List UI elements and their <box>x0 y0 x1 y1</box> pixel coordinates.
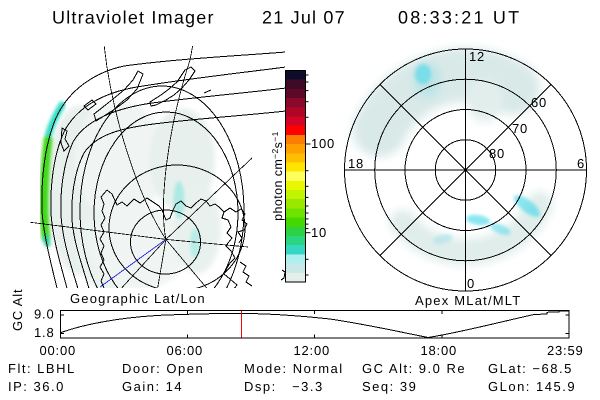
svg-text:Dsp: −3.3: Dsp: −3.3 <box>244 379 324 394</box>
svg-text:IP: 36.0: IP: 36.0 <box>8 379 65 394</box>
svg-text:GLat: −68.5: GLat: −68.5 <box>488 361 573 376</box>
svg-text:0: 0 <box>467 276 475 291</box>
svg-text:photon cm−2s−1: photon cm−2s−1 <box>270 131 285 221</box>
svg-text:1.8: 1.8 <box>34 325 54 340</box>
svg-text:GC Alt: GC Alt <box>10 289 25 331</box>
svg-text:Geographic Lat/Lon: Geographic Lat/Lon <box>70 291 206 306</box>
svg-text:60: 60 <box>531 95 547 110</box>
svg-text:70: 70 <box>512 121 528 136</box>
svg-text:Gain: 14: Gain: 14 <box>122 379 183 394</box>
svg-text:00:00: 00:00 <box>40 343 77 358</box>
svg-text:Flt: LBHL: Flt: LBHL <box>8 361 76 376</box>
svg-text:80: 80 <box>489 146 505 161</box>
svg-text:6: 6 <box>577 156 585 171</box>
svg-text:Apex MLat/MLT: Apex MLat/MLT <box>415 293 521 308</box>
svg-text:9.0: 9.0 <box>34 307 54 322</box>
svg-text:GLon: 145.9: GLon: 145.9 <box>488 379 576 394</box>
svg-text:Seq: 39: Seq: 39 <box>362 379 417 394</box>
svg-text:21 Jul 07: 21 Jul 07 <box>262 8 346 28</box>
svg-text:18: 18 <box>348 156 364 171</box>
svg-text:10: 10 <box>311 225 327 240</box>
svg-text:23:59: 23:59 <box>547 343 584 358</box>
svg-text:12:00: 12:00 <box>294 343 331 358</box>
svg-text:06:00: 06:00 <box>167 343 204 358</box>
svg-text:GC Alt: 9.0 Re: GC Alt: 9.0 Re <box>362 361 466 376</box>
svg-text:08:33:21 UT: 08:33:21 UT <box>398 8 521 28</box>
svg-text:Ultraviolet Imager: Ultraviolet Imager <box>52 8 215 28</box>
svg-text:Door: Open: Door: Open <box>122 361 204 376</box>
svg-text:Mode: Normal: Mode: Normal <box>244 361 344 376</box>
svg-text:12: 12 <box>469 49 485 64</box>
svg-text:100: 100 <box>311 136 335 151</box>
svg-text:18:00: 18:00 <box>421 343 458 358</box>
